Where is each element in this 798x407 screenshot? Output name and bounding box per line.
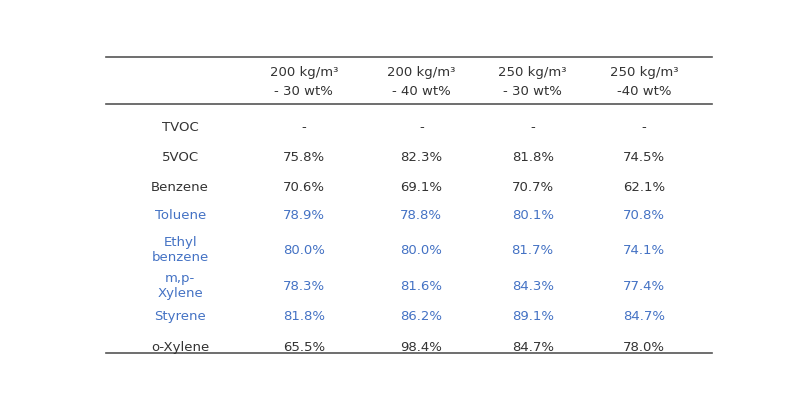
Text: 80.0%: 80.0% <box>283 244 325 257</box>
Text: 74.1%: 74.1% <box>623 244 665 257</box>
Text: 70.7%: 70.7% <box>512 181 554 194</box>
Text: 84.7%: 84.7% <box>623 309 665 322</box>
Text: 70.8%: 70.8% <box>623 209 665 222</box>
Text: -: - <box>419 121 424 134</box>
Text: -: - <box>642 121 646 134</box>
Text: 81.8%: 81.8% <box>282 309 325 322</box>
Text: TVOC: TVOC <box>162 121 199 134</box>
Text: 70.6%: 70.6% <box>282 181 325 194</box>
Text: 200 kg/m³: 200 kg/m³ <box>270 66 338 79</box>
Text: -: - <box>302 121 306 134</box>
Text: 78.3%: 78.3% <box>282 280 325 293</box>
Text: 69.1%: 69.1% <box>401 181 442 194</box>
Text: 81.8%: 81.8% <box>512 151 554 164</box>
Text: - 30 wt%: - 30 wt% <box>275 85 334 98</box>
Text: 5VOC: 5VOC <box>161 151 199 164</box>
Text: 84.7%: 84.7% <box>512 341 554 354</box>
Text: 82.3%: 82.3% <box>401 151 442 164</box>
Text: 250 kg/m³: 250 kg/m³ <box>610 66 678 79</box>
Text: 86.2%: 86.2% <box>401 309 442 322</box>
Text: 77.4%: 77.4% <box>623 280 665 293</box>
Text: 81.6%: 81.6% <box>401 280 442 293</box>
Text: Toluene: Toluene <box>155 209 206 222</box>
Text: 98.4%: 98.4% <box>401 341 442 354</box>
Text: o-Xylene: o-Xylene <box>151 341 209 354</box>
Text: -40 wt%: -40 wt% <box>617 85 671 98</box>
Text: 84.3%: 84.3% <box>512 280 554 293</box>
Text: 81.7%: 81.7% <box>512 244 554 257</box>
Text: Benzene: Benzene <box>151 181 209 194</box>
Text: Styrene: Styrene <box>154 309 206 322</box>
Text: Ethyl
benzene: Ethyl benzene <box>152 236 209 264</box>
Text: -: - <box>531 121 535 134</box>
Text: 200 kg/m³: 200 kg/m³ <box>387 66 456 79</box>
Text: 78.8%: 78.8% <box>401 209 442 222</box>
Text: 78.0%: 78.0% <box>623 341 665 354</box>
Text: 89.1%: 89.1% <box>512 309 554 322</box>
Text: 250 kg/m³: 250 kg/m³ <box>499 66 567 79</box>
Text: m,p-
Xylene: m,p- Xylene <box>157 272 203 300</box>
Text: 78.9%: 78.9% <box>282 209 325 222</box>
Text: 74.5%: 74.5% <box>623 151 665 164</box>
Text: 65.5%: 65.5% <box>282 341 325 354</box>
Text: - 30 wt%: - 30 wt% <box>504 85 562 98</box>
Text: 62.1%: 62.1% <box>623 181 665 194</box>
Text: 75.8%: 75.8% <box>282 151 325 164</box>
Text: 80.1%: 80.1% <box>512 209 554 222</box>
Text: 80.0%: 80.0% <box>401 244 442 257</box>
Text: - 40 wt%: - 40 wt% <box>392 85 451 98</box>
